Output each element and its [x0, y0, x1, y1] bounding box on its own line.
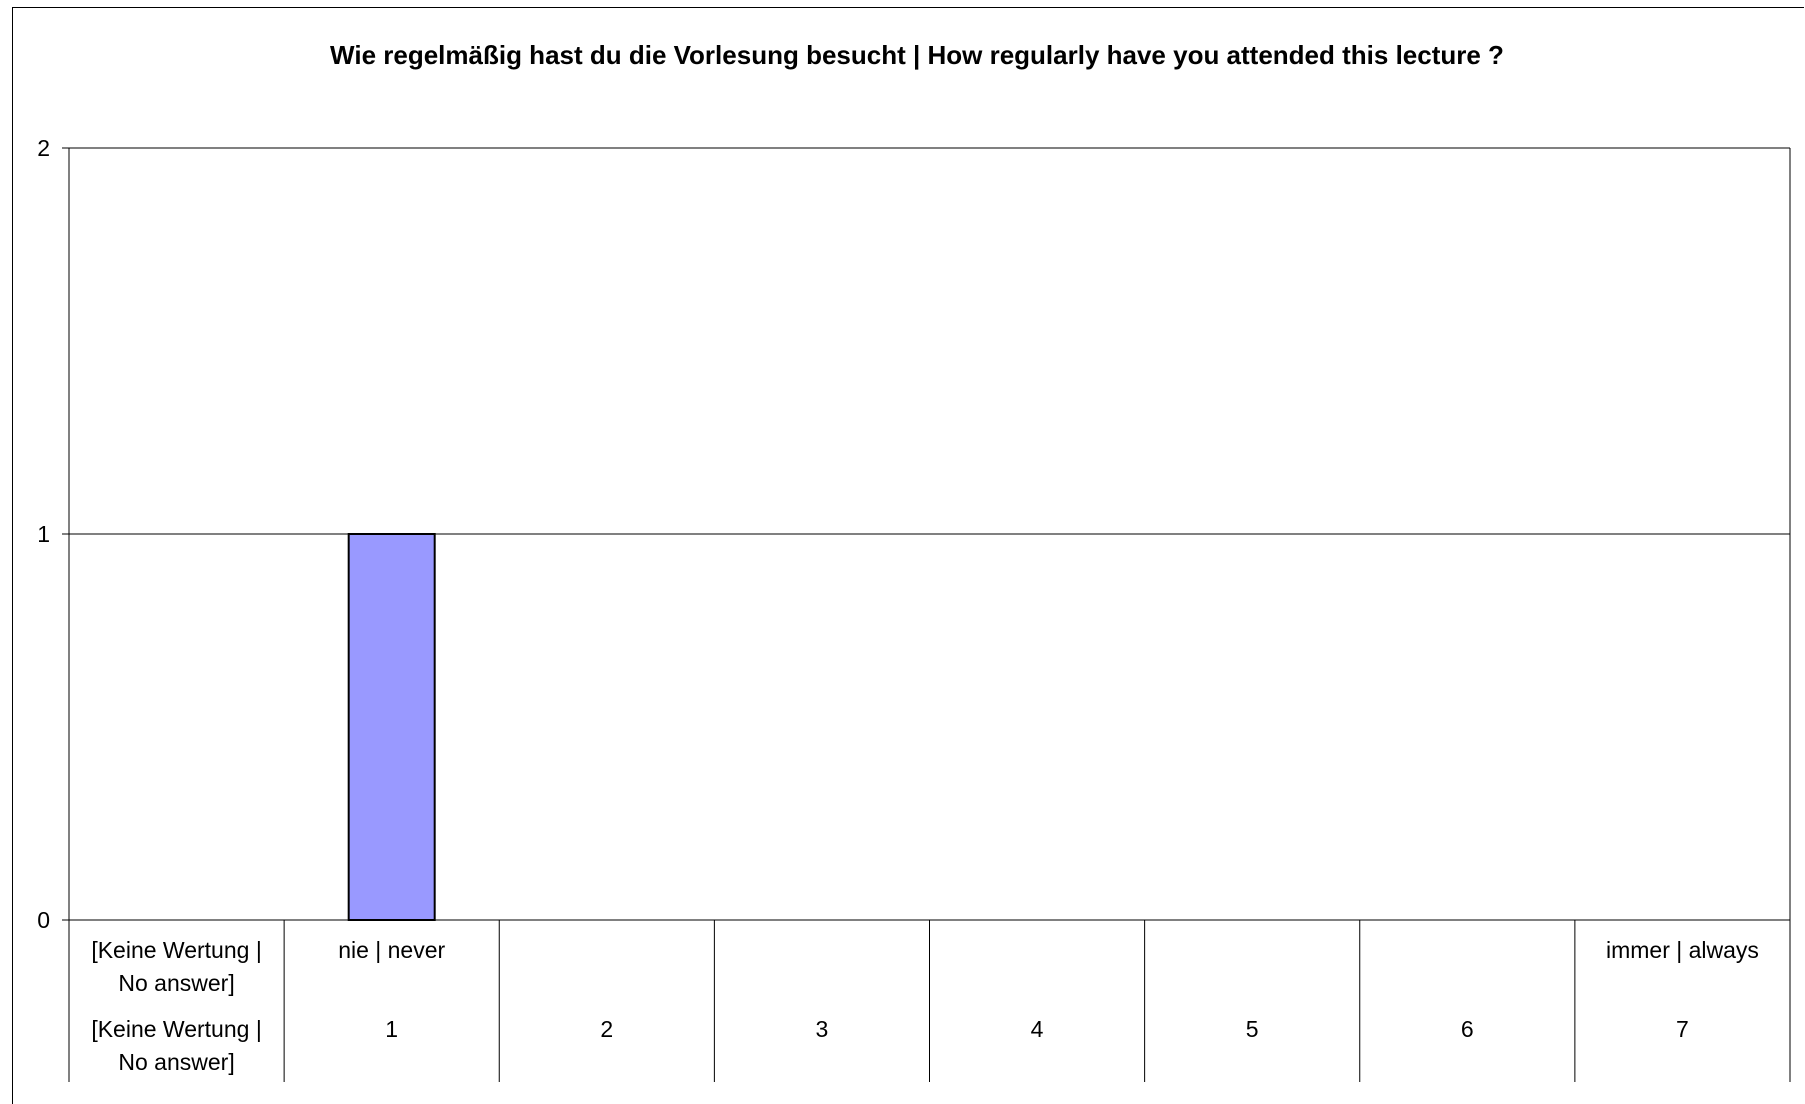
x-category-row2-label-7-0: 7 — [1676, 1016, 1689, 1042]
bar-1 — [347, 533, 436, 921]
x-category-row2-label-1-0: 1 — [385, 1016, 398, 1042]
bars — [347, 533, 436, 921]
x-category-row1-label-7-0: immer | always — [1606, 937, 1759, 963]
x-category-row2-label-3-0: 3 — [816, 1016, 829, 1042]
grid-lines — [69, 147, 1791, 920]
axes: 0 1 2 — [37, 135, 1791, 1082]
category-labels: [Keine Wertung | No answer] nie | never imm… — [91, 937, 1759, 1075]
x-category-row1-label-1-0: nie | never — [338, 937, 445, 963]
x-category-row2-label-0-1: No answer] — [118, 1049, 234, 1075]
x-category-row1-label-0-0: [Keine Wertung | — [91, 937, 261, 963]
chart-title: Wie regelmäßig hast du die Vorlesung bes… — [330, 40, 1504, 70]
y-tick-label-1: 1 — [37, 521, 50, 547]
chart-frame — [12, 7, 1804, 1104]
x-category-row1-label-0-1: No answer] — [118, 970, 234, 996]
x-category-row2-label-0-0: [Keine Wertung | — [91, 1016, 261, 1042]
x-category-row2-label-5-0: 5 — [1246, 1016, 1259, 1042]
y-tick-label-2: 2 — [37, 135, 50, 161]
x-category-row2-label-6-0: 6 — [1461, 1016, 1474, 1042]
x-category-row2-label-4-0: 4 — [1031, 1016, 1044, 1042]
y-tick-label-0: 0 — [37, 907, 50, 933]
x-category-row2-label-2-0: 2 — [600, 1016, 613, 1042]
